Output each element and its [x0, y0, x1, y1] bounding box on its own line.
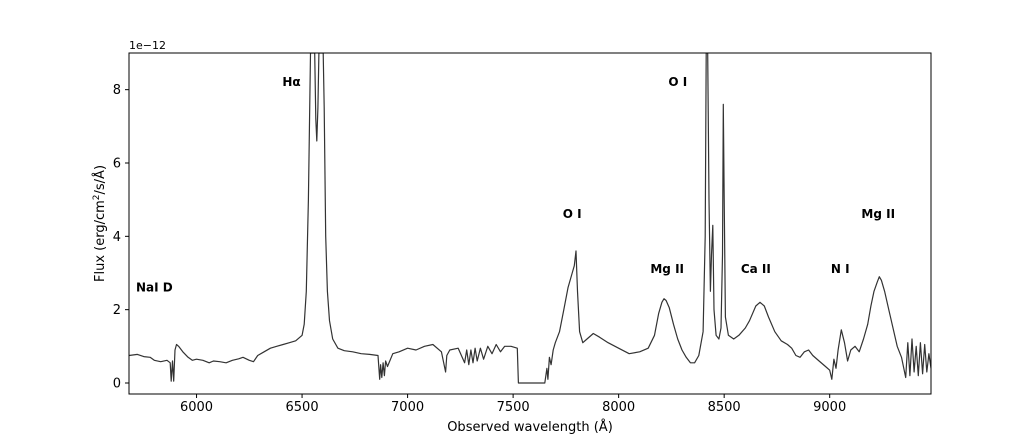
- y-tick-label: 4: [113, 230, 121, 245]
- line-annotation: N I: [831, 262, 850, 276]
- y-tick-label: 0: [113, 377, 121, 392]
- x-tick-label: 6500: [286, 400, 319, 415]
- plot-frame: [128, 52, 932, 395]
- x-tick-label: 7500: [497, 400, 530, 415]
- x-tick-label: 9000: [813, 400, 846, 415]
- x-tick-label: 6000: [180, 400, 213, 415]
- x-axis-label: Observed wavelength (Å): [447, 419, 613, 435]
- plot-area: [129, 53, 931, 384]
- y-axis-label: Flux (erg/cm2/s/Å): [92, 165, 108, 282]
- y-axis-label-unit: /s/Å): [92, 165, 108, 195]
- line-annotation: O I: [563, 207, 582, 221]
- line-annotation: NaI D: [136, 280, 173, 294]
- y-tick-label: 2: [113, 303, 121, 318]
- line-annotation: Mg II: [650, 262, 684, 276]
- x-tick-label: 8500: [708, 400, 741, 415]
- ticks-layer: 6000 6500 7000 7500 8000 8500 9000 0 2 4 6 8: [113, 83, 847, 415]
- annotation-layer: NaI D Hα O I O I Mg II Ca II N I Mg II: [136, 75, 895, 294]
- y-offset-text: 1e−12: [129, 39, 166, 52]
- series-layer: [129, 53, 931, 384]
- x-tick-label: 7000: [391, 400, 424, 415]
- y-tick-label: 6: [113, 157, 121, 172]
- line-annotation: O I: [668, 75, 687, 89]
- y-axis-label-sup: 2: [92, 194, 102, 200]
- line-annotation: Hα: [282, 75, 300, 89]
- line-annotation: Mg II: [861, 207, 895, 221]
- x-tick-label: 8000: [602, 400, 635, 415]
- line-annotation: Ca II: [741, 262, 771, 276]
- spectrum-line: [129, 53, 931, 384]
- y-axis-label-main: Flux (erg/cm: [93, 200, 108, 282]
- y-tick-label: 8: [113, 83, 121, 98]
